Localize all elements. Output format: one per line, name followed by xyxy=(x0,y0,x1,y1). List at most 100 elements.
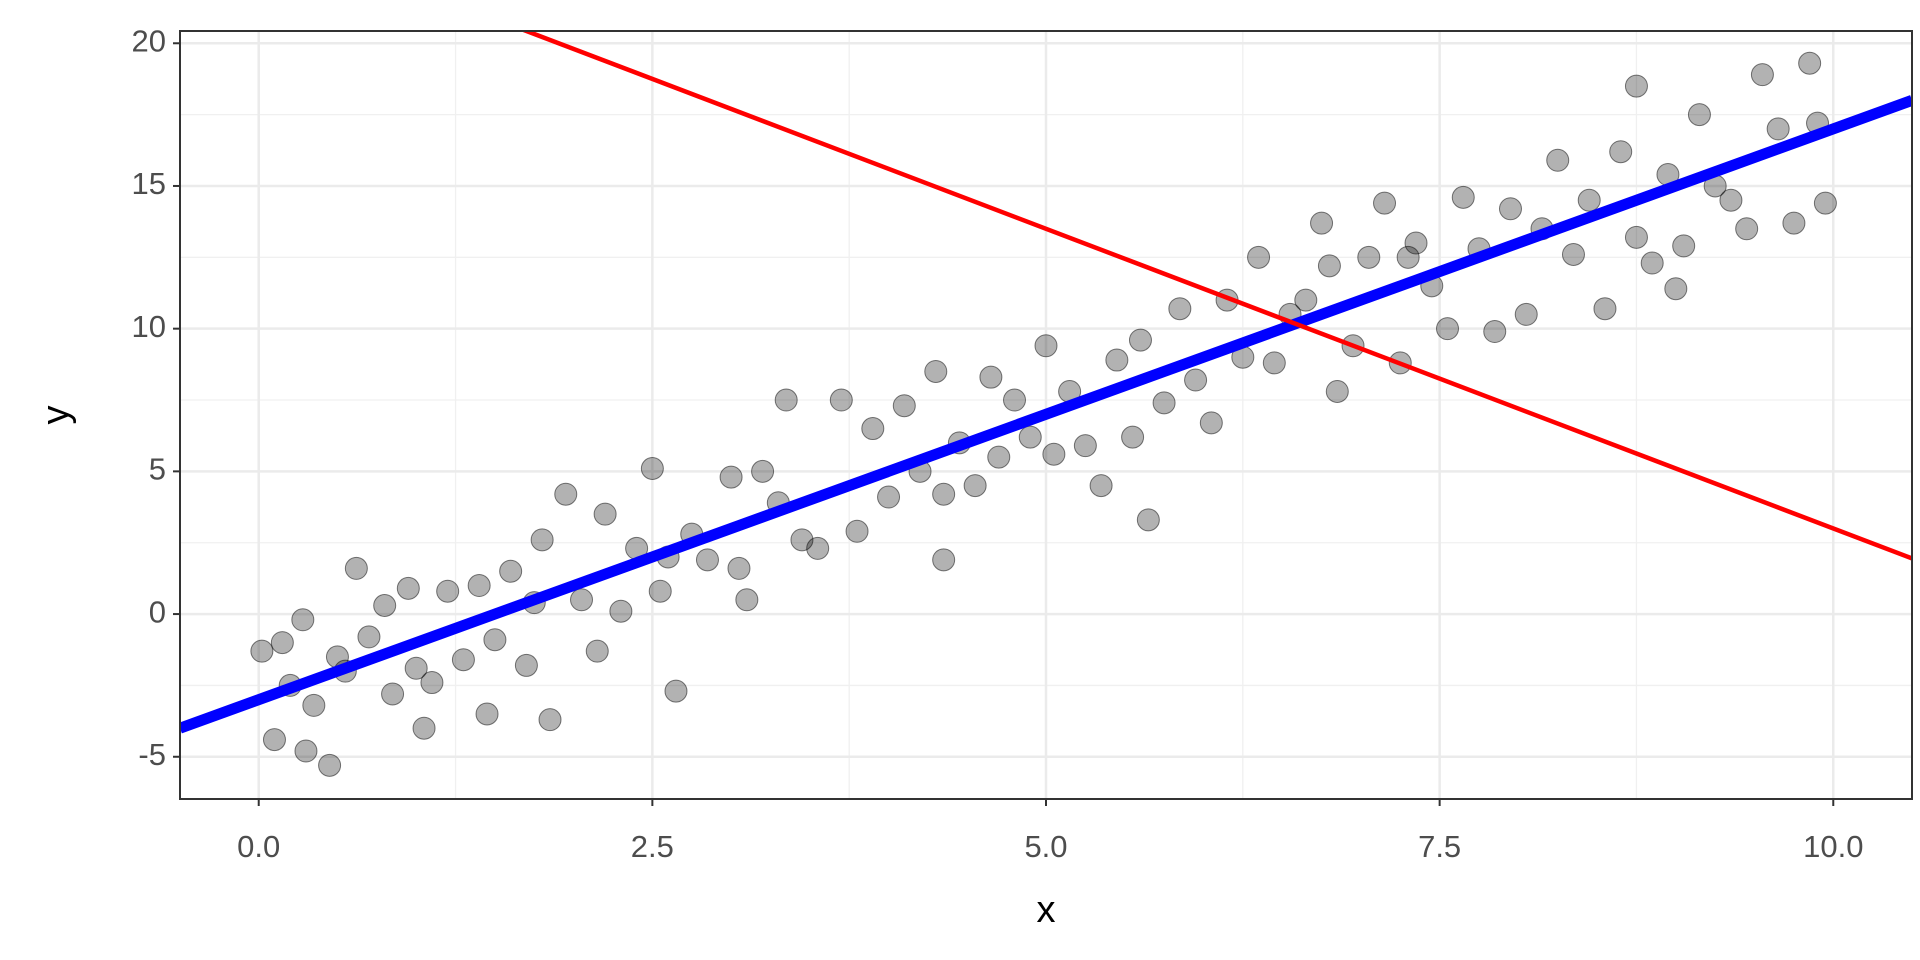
point xyxy=(1317,254,1341,278)
point xyxy=(593,502,617,526)
point xyxy=(932,482,956,506)
point xyxy=(436,579,460,603)
point xyxy=(570,588,594,612)
point xyxy=(719,465,743,489)
point xyxy=(829,388,853,412)
point xyxy=(475,702,499,726)
point xyxy=(404,656,428,680)
point xyxy=(1310,211,1334,235)
point xyxy=(774,388,798,412)
point xyxy=(294,739,318,763)
point xyxy=(318,753,342,777)
point xyxy=(483,628,507,652)
x-tick-label: 10.0 xyxy=(1803,829,1863,864)
plot-area xyxy=(180,31,1912,777)
x-tick-label: 7.5 xyxy=(1418,829,1461,864)
point xyxy=(648,579,672,603)
point xyxy=(1121,425,1145,449)
x-tick-label: 0.0 xyxy=(237,829,280,864)
point xyxy=(1018,425,1042,449)
point xyxy=(664,679,688,703)
point xyxy=(1750,63,1774,87)
point xyxy=(609,599,633,623)
point xyxy=(1042,442,1066,466)
point xyxy=(1199,411,1223,435)
point xyxy=(932,548,956,572)
fit-line xyxy=(520,31,1912,561)
point xyxy=(1247,245,1271,269)
point xyxy=(381,682,405,706)
x-tick-label: 5.0 xyxy=(1024,829,1067,864)
point xyxy=(892,394,916,418)
point xyxy=(1561,242,1585,266)
y-tick-label: 15 xyxy=(132,166,166,201)
point xyxy=(1782,211,1806,235)
point xyxy=(412,716,436,740)
point xyxy=(1294,288,1318,312)
point xyxy=(1436,317,1460,341)
point xyxy=(357,625,381,649)
x-axis-title: x xyxy=(1037,889,1056,931)
point xyxy=(270,631,294,655)
point xyxy=(1404,231,1428,255)
point xyxy=(554,482,578,506)
point xyxy=(1498,197,1522,221)
point xyxy=(1105,348,1129,372)
point xyxy=(1168,297,1192,321)
point xyxy=(1034,334,1058,358)
point xyxy=(1546,148,1570,172)
point xyxy=(1184,368,1208,392)
point xyxy=(1577,188,1601,212)
point xyxy=(1593,297,1617,321)
y-tick-label: 5 xyxy=(149,452,166,487)
point xyxy=(1152,391,1176,415)
point xyxy=(1325,379,1349,403)
point xyxy=(751,459,775,483)
point xyxy=(291,608,315,632)
point xyxy=(344,556,368,580)
point xyxy=(262,728,286,752)
point xyxy=(1813,191,1837,215)
point xyxy=(1766,117,1790,141)
x-tick-label: 2.5 xyxy=(631,829,674,864)
point xyxy=(735,588,759,612)
point xyxy=(420,671,444,695)
point xyxy=(585,639,609,663)
point xyxy=(1373,191,1397,215)
point xyxy=(806,536,830,560)
point xyxy=(530,528,554,552)
point xyxy=(845,519,869,543)
point xyxy=(1396,245,1420,269)
point xyxy=(861,417,885,441)
point xyxy=(1483,320,1507,344)
point xyxy=(538,708,562,732)
point xyxy=(451,648,475,672)
point xyxy=(467,574,491,598)
point xyxy=(1624,225,1648,249)
point xyxy=(514,653,538,677)
point xyxy=(1262,351,1286,375)
point xyxy=(499,559,523,583)
point xyxy=(1624,74,1648,98)
point xyxy=(1798,51,1822,75)
point xyxy=(1687,103,1711,127)
point xyxy=(695,548,719,572)
y-tick-label: 20 xyxy=(132,23,166,58)
point xyxy=(1735,217,1759,241)
y-tick-label: 10 xyxy=(132,309,166,344)
point xyxy=(727,556,751,580)
point xyxy=(1089,474,1113,498)
point xyxy=(396,576,420,600)
point xyxy=(1640,251,1664,275)
point xyxy=(1357,245,1381,269)
point xyxy=(1672,234,1696,258)
point xyxy=(640,457,664,481)
point xyxy=(877,485,901,509)
fit-line xyxy=(180,95,1912,734)
point xyxy=(979,365,1003,389)
point xyxy=(1609,140,1633,164)
point xyxy=(987,445,1011,469)
y-tick-label: 0 xyxy=(149,594,166,629)
point xyxy=(250,639,274,663)
